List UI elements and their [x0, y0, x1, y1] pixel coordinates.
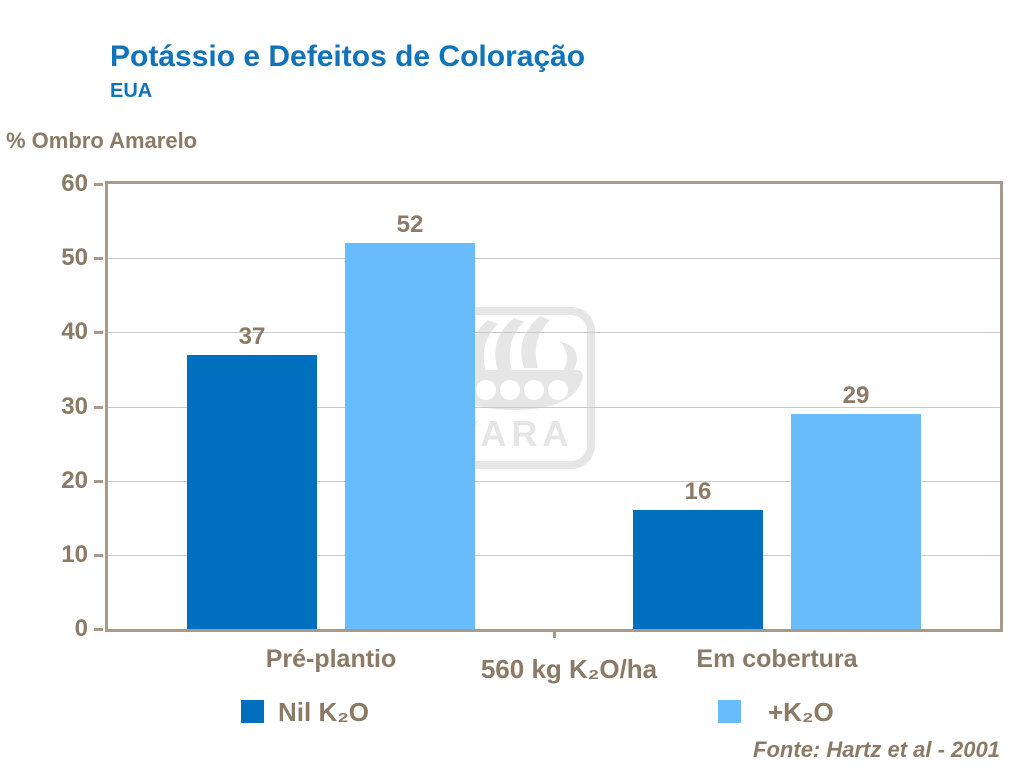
- page-subtitle: EUA: [110, 80, 153, 102]
- y-tick-label-10: 10: [61, 540, 88, 568]
- y-tick-mark-30: [94, 405, 103, 409]
- y-tick-label-0: 0: [74, 615, 88, 642]
- y-tick-mark-0: [94, 628, 103, 631]
- y-tick-mark-50: [94, 257, 103, 261]
- legend-swatch-plus-k2o: [718, 700, 741, 723]
- yara-logo-watermark: YARA: [433, 307, 595, 469]
- x-category-label-pre-plantio: Pré-plantio: [265, 645, 397, 673]
- plot-area: YARA 37 52 16 29: [105, 181, 1003, 632]
- legend-label-nil-k2o: Nil K₂O: [278, 697, 369, 727]
- source-citation: Fonte: Hartz et al - 2001: [753, 737, 1000, 762]
- x-axis-note: 560 kg K₂O/ha: [480, 654, 658, 684]
- gridline-10: [108, 554, 1000, 556]
- y-tick-label-30: 30: [61, 392, 88, 420]
- y-tick-label-50: 50: [61, 244, 88, 272]
- bar-value-label: 16: [684, 478, 712, 506]
- y-tick-mark-20: [94, 479, 103, 483]
- y-tick-label-40: 40: [61, 318, 88, 346]
- bar-value-label: 52: [396, 211, 424, 239]
- gridline-30: [108, 406, 1000, 408]
- x-tick-mark-center: [553, 630, 556, 638]
- gridline-40: [108, 332, 1000, 334]
- bar-plus-k2o-pre-plantio: [345, 243, 475, 629]
- y-axis-title: % Ombro Amarelo: [6, 128, 198, 153]
- y-tick-mark-40: [94, 331, 103, 335]
- bar-nil-k2o-em-cobertura: [633, 510, 763, 629]
- y-tick-mark-10: [94, 553, 103, 557]
- bar-value-label: 37: [238, 322, 266, 350]
- bar-nil-k2o-pre-plantio: [187, 355, 317, 629]
- y-tick-label-20: 20: [61, 466, 88, 494]
- bar-plus-k2o-em-cobertura: [791, 414, 921, 629]
- legend-label-plus-k2o: +K₂O: [768, 697, 834, 727]
- x-category-label-em-cobertura: Em cobertura: [696, 645, 858, 673]
- bar-value-label: 29: [842, 381, 870, 409]
- legend-swatch-nil-k2o: [241, 700, 264, 723]
- page-title: Potássio e Defeitos de Coloração: [110, 40, 586, 73]
- y-tick-mark-60: [94, 183, 103, 186]
- y-tick-label-60: 60: [61, 170, 88, 197]
- gridline-50: [108, 258, 1000, 260]
- gridline-20: [108, 480, 1000, 482]
